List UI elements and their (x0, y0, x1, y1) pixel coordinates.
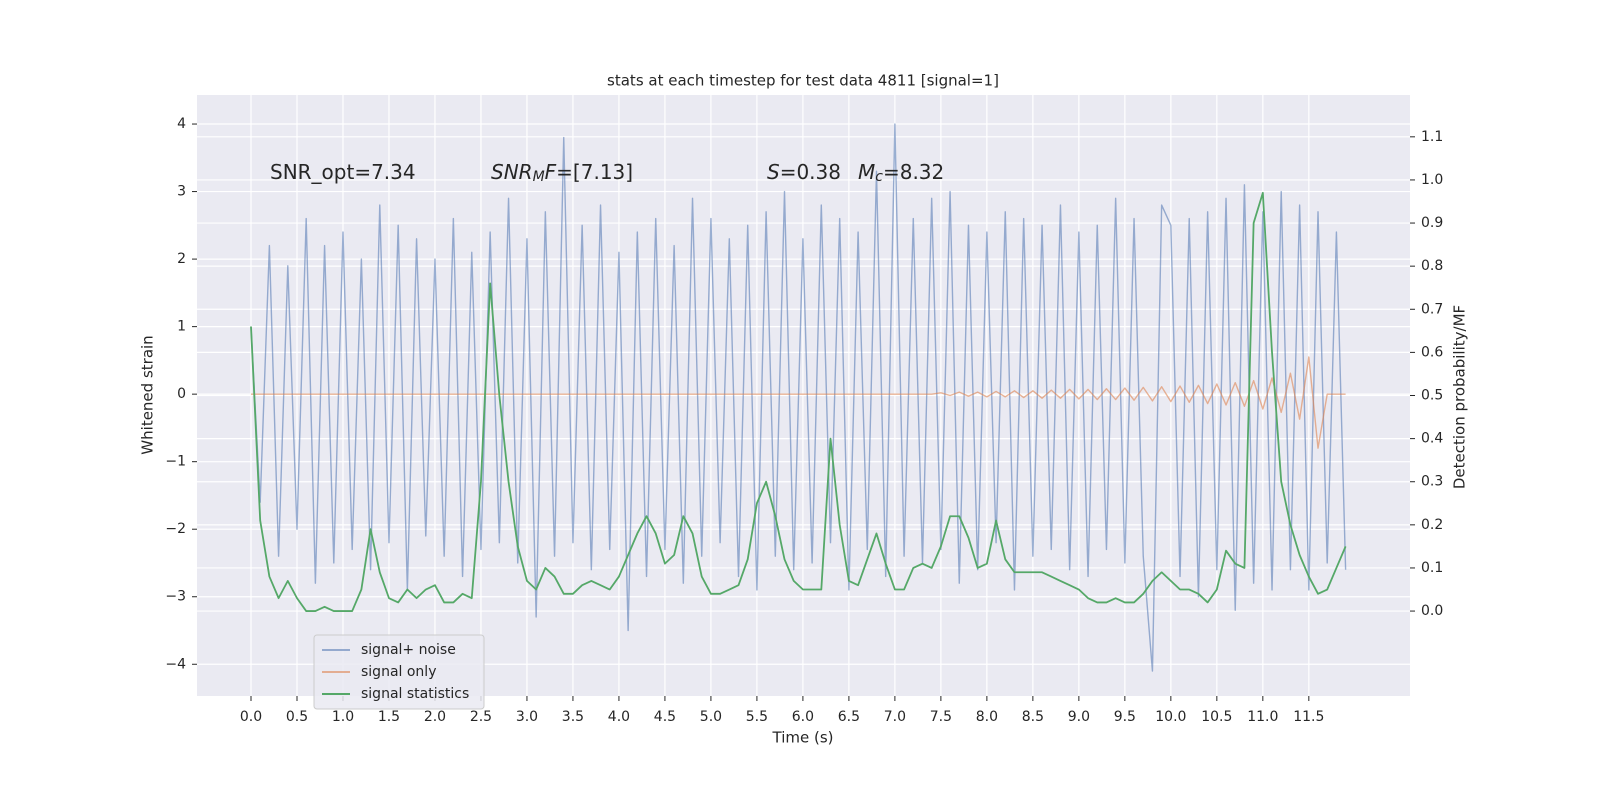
x-tick-label: 7.5 (930, 709, 952, 725)
y-axis-label: Whitened strain (139, 335, 157, 454)
y2-tick-label: 1.0 (1421, 172, 1443, 188)
series-line (250, 123, 1347, 672)
series-line (250, 191, 1347, 612)
y2-tick-label: 0.2 (1421, 517, 1443, 533)
annotation: SNR_opt=7.34 (270, 160, 416, 184)
x-tick-label: 3.5 (562, 709, 584, 725)
y-tick-label: −3 (165, 589, 186, 605)
legend-label: signal statistics (361, 686, 469, 702)
y2-tick-label: 0.1 (1421, 560, 1443, 576)
x-tick-label: 11.5 (1293, 709, 1324, 725)
annotation-part: F (545, 160, 557, 184)
x-axis-label: Time (s) (772, 729, 834, 747)
annotation-part: M (533, 169, 545, 185)
y-tick-label: 1 (177, 319, 186, 335)
x-tick-label: 8.5 (1022, 709, 1044, 725)
x-tick-label: 4.0 (608, 709, 630, 725)
x-tick-label: 0.5 (286, 709, 308, 725)
annotation-part: c (875, 169, 883, 185)
annotation-part: =0.38 (780, 160, 841, 184)
x-tick-label: 5.0 (700, 709, 722, 725)
annotation: Mc=8.32 (858, 160, 944, 185)
y2-tick-label: 0.7 (1421, 301, 1443, 317)
y2-tick-label: 0.8 (1421, 258, 1443, 274)
y-tick-label: −2 (165, 521, 186, 537)
x-tick-label: 8.0 (976, 709, 998, 725)
x-tick-label: 2.0 (424, 709, 446, 725)
annotation: SNRMF=[7.13] (491, 160, 633, 185)
annotation-part: SNR (491, 160, 533, 184)
legend-label: signal only (361, 664, 436, 680)
annotation-part: S (767, 160, 780, 184)
legend-label: signal+ noise (361, 642, 456, 658)
x-tick-label: 10.0 (1155, 709, 1186, 725)
y2-tick-label: 0.9 (1421, 215, 1443, 231)
x-tick-label: 2.5 (470, 709, 492, 725)
series-line (250, 356, 1346, 449)
x-tick-label: 1.0 (332, 709, 354, 725)
y-tick-label: 4 (177, 116, 186, 132)
x-tick-label: 11.0 (1247, 709, 1278, 725)
x-tick-label: 1.5 (378, 709, 400, 725)
x-tick-label: 6.5 (838, 709, 860, 725)
y-tick-label: 3 (177, 184, 186, 200)
annotation-part: SNR_opt=7.34 (270, 160, 416, 184)
annotation: S=0.38 (767, 160, 841, 184)
y-tick-label: −1 (165, 454, 186, 470)
annotation-part: M (858, 160, 875, 184)
x-tick-label: 3.0 (516, 709, 538, 725)
x-tick-label: 7.0 (884, 709, 906, 725)
annotation-part: =[7.13] (556, 160, 633, 184)
y2-tick-label: 0.5 (1421, 388, 1443, 404)
chart-title: stats at each timestep for test data 481… (607, 72, 999, 90)
x-tick-label: 9.5 (1114, 709, 1136, 725)
y2-tick-label: 0.4 (1421, 431, 1443, 447)
y2-tick-label: 1.1 (1421, 129, 1443, 145)
y2-axis-label: Detection probability/MF (1451, 305, 1469, 489)
y2-tick-label: 0.0 (1421, 603, 1443, 619)
y-tick-label: 0 (177, 386, 186, 402)
x-tick-label: 6.0 (792, 709, 814, 725)
x-tick-label: 4.5 (654, 709, 676, 725)
y-tick-label: 2 (177, 251, 186, 267)
x-tick-label: 10.5 (1201, 709, 1232, 725)
y2-tick-label: 0.6 (1421, 344, 1443, 360)
x-tick-label: 0.0 (240, 709, 262, 725)
x-tick-label: 5.5 (746, 709, 768, 725)
legend-box (313, 634, 485, 710)
annotation-part: =8.32 (883, 160, 944, 184)
y-tick-label: −4 (165, 656, 186, 672)
y2-tick-label: 0.3 (1421, 474, 1443, 490)
x-tick-label: 9.0 (1068, 709, 1090, 725)
